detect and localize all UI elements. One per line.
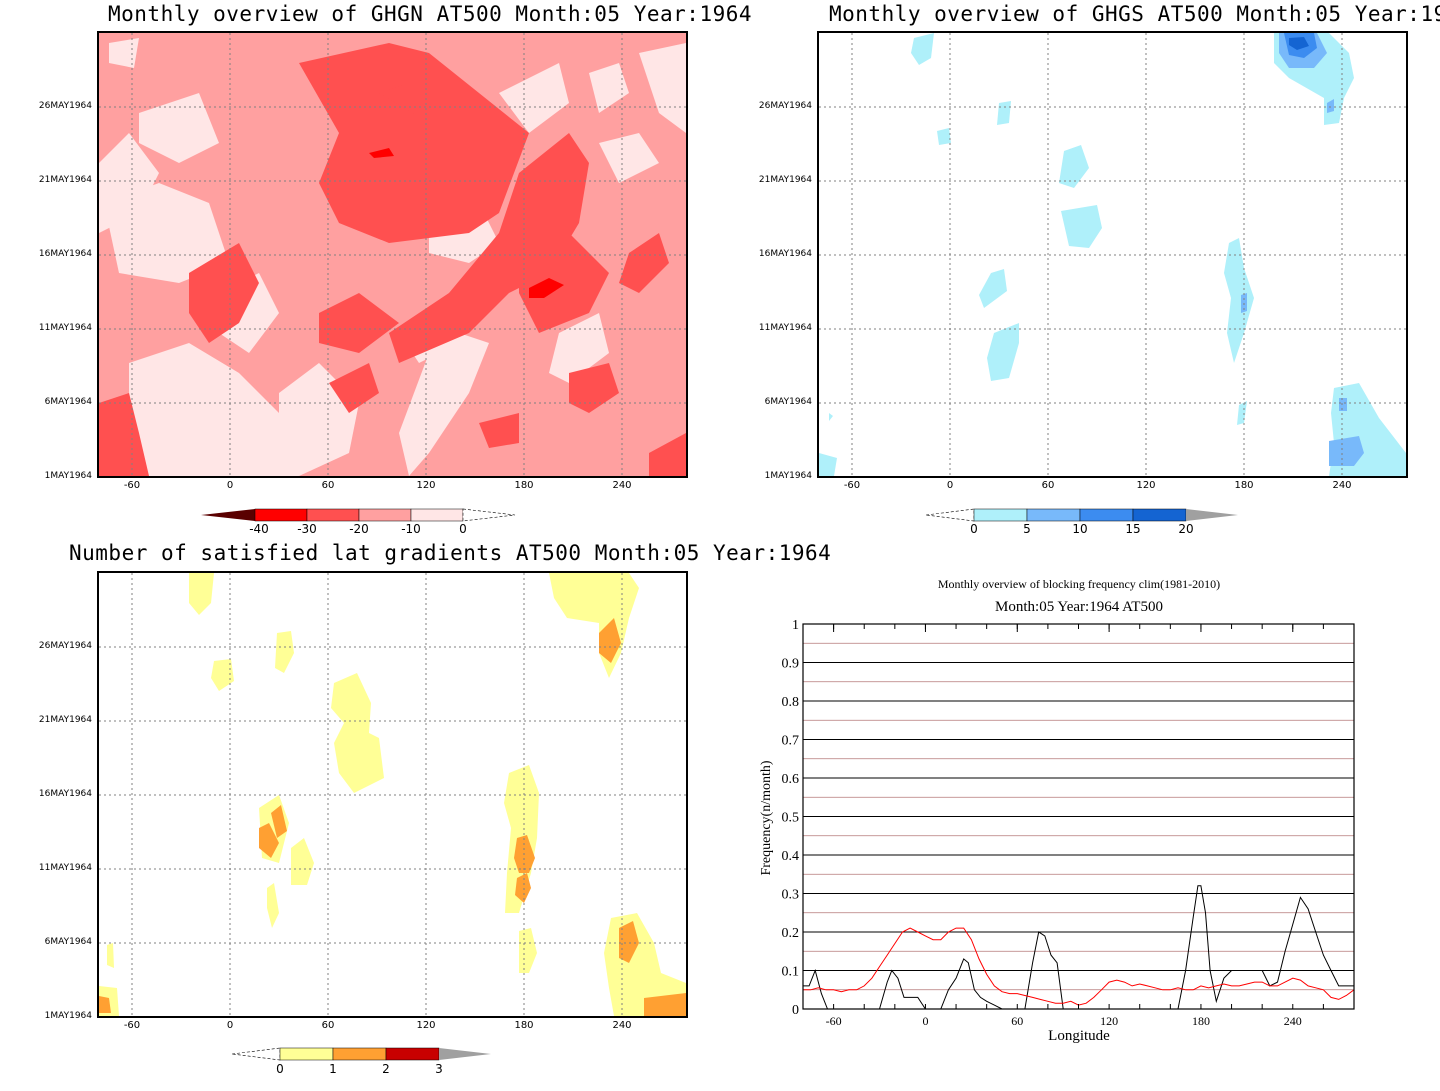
y-tick-label: 0.1 [782,965,800,980]
xtick: 180 [514,480,534,491]
ytick: 21MAY1964 [758,175,812,185]
ghgn-level-30 [369,148,564,298]
xtick: -60 [123,1020,141,1031]
ytick: 21MAY1964 [38,715,92,725]
y-tick-label: 0.2 [782,926,800,941]
colorbar-label: 10 [1072,522,1088,536]
panel-title-ghgs: Monthly overview of GHGS AT500 Month:05 … [829,2,1440,26]
plot-lat-gradients [97,571,688,1018]
colorbar-label: 15 [1125,522,1141,536]
plot-ghgn [97,31,688,478]
ghgs-contours [819,33,1406,476]
colorbar-label: 0 [459,522,467,536]
ghgn-contours [99,38,686,476]
colorbar-label: 0 [276,1062,284,1076]
series-line-black [803,885,1354,1010]
xtick: 240 [612,480,632,491]
xtick: 0 [226,480,234,491]
ytick: 11MAY1964 [38,323,92,333]
xtick: 240 [1332,480,1352,491]
ghgn-grid [99,33,686,476]
x-tick-label: -60 [826,1014,842,1028]
panel-title-lat-gradients: Number of satisfied lat gradients AT500 … [69,541,832,565]
xtick: 60 [1041,480,1055,491]
x-tick-label: 180 [1192,1014,1210,1028]
colorbar-label: 0 [970,522,978,536]
plot-ghgs [817,31,1408,478]
xtick: 0 [946,480,954,491]
xtick: 120 [416,1020,436,1031]
colorbar-label: 3 [435,1062,443,1076]
ytick: 6MAY1964 [44,937,92,947]
ytick: 1MAY1964 [764,471,812,481]
ytick: 16MAY1964 [758,249,812,259]
y-tick-label: 0.4 [782,849,800,864]
series-line-red [803,927,1355,1006]
line-chart-frame [802,623,1355,1010]
xtick: -60 [123,480,141,491]
colorbar-label: 2 [382,1062,390,1076]
lat-level-1 [99,618,686,1016]
line-chart-subtitle: Month:05 Year:1964 AT500 [995,599,1163,615]
ghgn-level-20 [99,43,686,476]
colorbar-label: -10 [401,522,421,536]
xtick: 180 [514,1020,534,1031]
ytick: 21MAY1964 [38,175,92,185]
colorbar-label: -40 [249,522,269,536]
xtick: 0 [226,1020,234,1031]
lat-gradients-contours [99,573,686,1016]
y-tick-label: 0.8 [782,695,800,710]
ytick: 26MAY1964 [38,641,92,651]
ytick: 6MAY1964 [44,397,92,407]
x-tick-label: 60 [1011,1014,1023,1028]
colorbar-ghgn [201,508,516,522]
colorbar-label: -20 [349,522,369,536]
lat-gradients-grid [99,573,686,1016]
y-tick-label: 0 [792,1003,799,1018]
x-tick-label: 0 [922,1014,928,1028]
colorbar-label: 1 [329,1062,337,1076]
ytick: 16MAY1964 [38,789,92,799]
panel-title-ghgn: Monthly overview of GHGN AT500 Month:05 … [108,2,753,26]
blocking-frequency-chart: Monthly overview of blocking frequency c… [759,577,1355,1044]
y-tick-label: 0.7 [782,734,800,749]
ytick: 6MAY1964 [764,397,812,407]
xtick: 60 [321,480,335,491]
y-tick-label: 0.9 [782,657,800,672]
ytick: 16MAY1964 [38,249,92,259]
ghgs-grid [819,33,1406,476]
xtick: 240 [612,1020,632,1031]
xtick: -60 [843,480,861,491]
ytick: 11MAY1964 [758,323,812,333]
ytick: 26MAY1964 [758,101,812,111]
ytick: 11MAY1964 [38,863,92,873]
x-tick-label: 120 [1100,1014,1118,1028]
y-tick-label: 0.3 [782,888,800,903]
ytick: 1MAY1964 [44,471,92,481]
y-tick-label: 0.6 [782,772,800,787]
line-chart-title: Monthly overview of blocking frequency c… [938,577,1220,591]
y-tick-label: 0.5 [782,811,800,826]
colorbar-ghgs [925,508,1238,522]
colorbar-label: -30 [297,522,317,536]
xtick: 180 [1234,480,1254,491]
colorbar-lat-gradients [231,1047,491,1061]
y-axis-label: Frequency(n/month) [759,760,774,875]
xtick: 60 [321,1020,335,1031]
ytick: 26MAY1964 [38,101,92,111]
xtick: 120 [416,480,436,491]
x-axis-label: Longitude [1048,1028,1110,1044]
ytick: 1MAY1964 [44,1011,92,1021]
xtick: 120 [1136,480,1156,491]
colorbar-label: 20 [1178,522,1194,536]
y-tick-label: 1 [792,618,799,633]
ghgs-level-15 [1289,37,1309,50]
colorbar-label: 5 [1023,522,1031,536]
x-tick-label: 240 [1284,1014,1302,1028]
